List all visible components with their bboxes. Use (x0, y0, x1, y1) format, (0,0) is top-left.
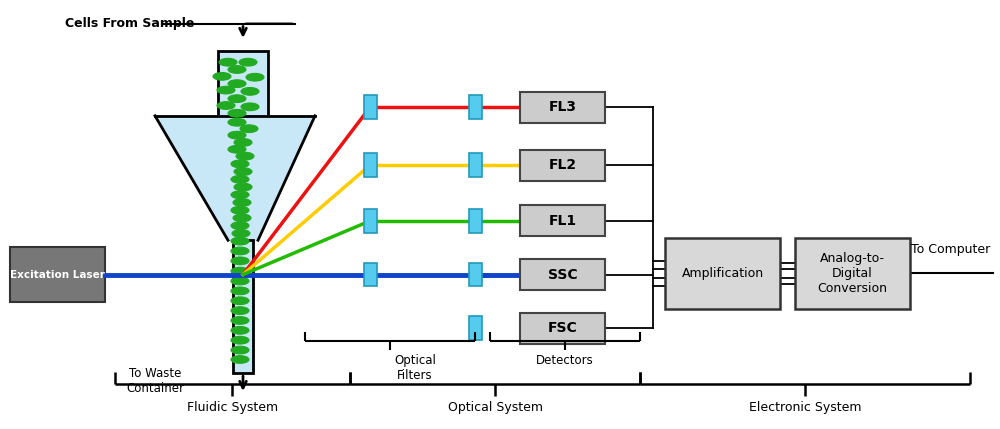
Text: Optical
Filters: Optical Filters (394, 354, 436, 382)
Circle shape (228, 118, 246, 126)
Circle shape (231, 307, 249, 314)
Circle shape (231, 160, 249, 168)
Circle shape (240, 125, 258, 133)
Circle shape (231, 257, 249, 265)
Circle shape (234, 183, 252, 191)
Circle shape (219, 58, 237, 66)
Text: Excitation Laser: Excitation Laser (10, 269, 105, 280)
Text: Detectors: Detectors (536, 354, 594, 367)
Bar (218, 51, 268, 116)
Bar (233, 240, 253, 373)
Bar (520, 150, 605, 181)
Text: FL2: FL2 (548, 158, 577, 172)
Polygon shape (155, 116, 315, 240)
Circle shape (233, 199, 251, 206)
Circle shape (228, 95, 246, 103)
Bar (10, 247, 105, 302)
Circle shape (231, 175, 249, 183)
Text: Analog-to-
Digital
Conversion: Analog-to- Digital Conversion (818, 252, 888, 295)
Circle shape (231, 346, 249, 354)
Circle shape (231, 247, 249, 255)
Circle shape (233, 214, 251, 222)
Bar (364, 153, 376, 177)
Text: Fluidic System: Fluidic System (187, 401, 278, 414)
Bar (468, 209, 482, 233)
Circle shape (231, 287, 249, 295)
Circle shape (228, 66, 246, 73)
Circle shape (217, 86, 235, 94)
Circle shape (246, 73, 264, 81)
Circle shape (231, 222, 249, 230)
Circle shape (228, 131, 246, 139)
Circle shape (231, 317, 249, 324)
Circle shape (241, 88, 259, 95)
Circle shape (228, 145, 246, 153)
Text: Optical System: Optical System (448, 401, 542, 414)
Circle shape (217, 102, 235, 109)
Bar (665, 238, 780, 309)
Circle shape (231, 267, 249, 275)
Text: FSC: FSC (548, 321, 577, 335)
Text: Cells From Sample: Cells From Sample (65, 17, 194, 30)
Bar (468, 95, 482, 119)
Circle shape (231, 297, 249, 305)
Circle shape (232, 230, 250, 237)
Circle shape (231, 277, 249, 285)
Circle shape (213, 73, 231, 80)
Circle shape (231, 336, 249, 344)
Circle shape (231, 191, 249, 199)
Bar (364, 209, 376, 233)
Text: FL1: FL1 (548, 214, 577, 228)
Text: Electronic System: Electronic System (749, 401, 861, 414)
Circle shape (236, 152, 254, 160)
Circle shape (241, 103, 259, 111)
Circle shape (228, 109, 246, 117)
Bar (364, 263, 376, 287)
Bar (468, 153, 482, 177)
Text: FL3: FL3 (548, 100, 576, 114)
Bar (520, 259, 605, 290)
Circle shape (231, 237, 249, 245)
Bar (364, 95, 376, 119)
Bar (520, 313, 605, 344)
Circle shape (231, 206, 249, 214)
Text: SSC: SSC (548, 268, 577, 281)
Bar (468, 317, 482, 340)
Circle shape (228, 80, 246, 88)
Circle shape (234, 139, 252, 146)
Text: Amplification: Amplification (681, 267, 764, 280)
Bar (468, 263, 482, 287)
Bar (520, 205, 605, 236)
Bar (520, 92, 605, 123)
Circle shape (239, 58, 257, 66)
Circle shape (234, 168, 252, 175)
Text: To Computer: To Computer (911, 243, 990, 257)
Circle shape (231, 356, 249, 363)
Text: To Waste
Container: To Waste Container (126, 367, 184, 395)
Circle shape (231, 326, 249, 334)
Bar (795, 238, 910, 309)
